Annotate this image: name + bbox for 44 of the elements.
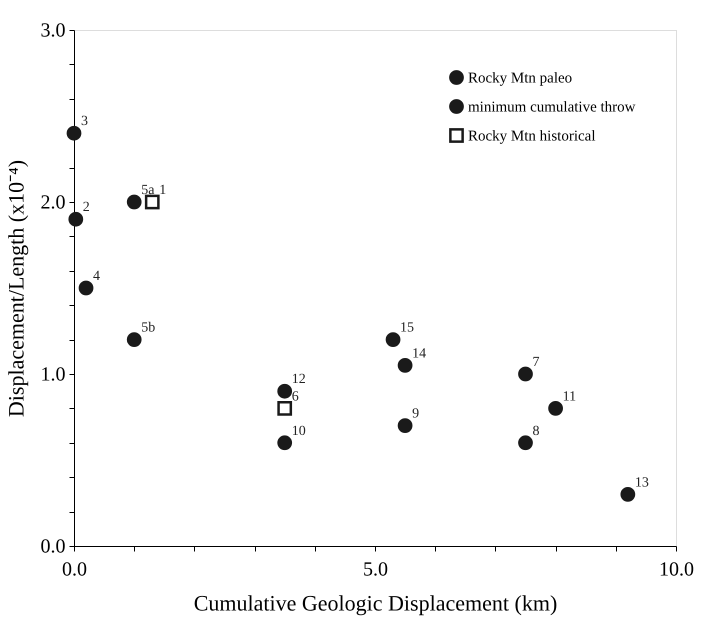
legend-label: Rocky Mtn historical	[468, 128, 596, 144]
annotation: 7	[532, 355, 540, 370]
annotation: 8	[532, 424, 540, 439]
point	[68, 212, 84, 227]
annotation: 3	[81, 114, 88, 130]
y-tick-label: 2.0	[40, 192, 66, 214]
annotation: 11	[562, 389, 576, 404]
x-tick-label: 10.0	[659, 558, 694, 580]
point	[277, 401, 292, 416]
legend-label: minimum cumulative throw	[468, 100, 636, 116]
annotation: 5b	[141, 320, 156, 336]
y-tick-label: 0.0	[40, 536, 66, 558]
y-axis-title: Displacement/Length (x10⁻⁴)	[4, 160, 28, 418]
y-tick-label: 3.0	[40, 20, 66, 42]
annotation: 5a	[141, 183, 156, 198]
x-tick-label: 0.0	[62, 558, 87, 580]
annotation: 14	[412, 346, 426, 362]
annotation: 9	[412, 406, 420, 422]
annotation: 15	[400, 320, 414, 336]
point	[126, 194, 142, 210]
point	[277, 384, 292, 399]
annotation: 10	[292, 424, 306, 439]
point	[144, 194, 160, 210]
point	[126, 332, 142, 347]
point	[398, 358, 412, 373]
annotation: 1	[159, 183, 166, 198]
annotation: 12	[292, 372, 306, 388]
point	[277, 435, 292, 450]
point	[66, 126, 82, 141]
point	[548, 401, 563, 416]
legend-label: Rocky Mtn paleo	[468, 70, 572, 86]
point	[518, 366, 533, 382]
point	[398, 418, 412, 433]
annotation: 6	[292, 389, 299, 404]
annotation: 4	[93, 269, 100, 284]
y-tick-label: 1.0	[40, 364, 66, 386]
x-tick-label: 5.0	[363, 558, 388, 580]
annotation: 2	[82, 200, 90, 216]
point	[78, 280, 94, 296]
point	[620, 487, 636, 502]
x-axis-title: Cumulative Geologic Displacement (km)	[194, 590, 558, 616]
point	[386, 332, 400, 347]
annotation: 13	[634, 475, 649, 490]
point	[518, 435, 533, 450]
